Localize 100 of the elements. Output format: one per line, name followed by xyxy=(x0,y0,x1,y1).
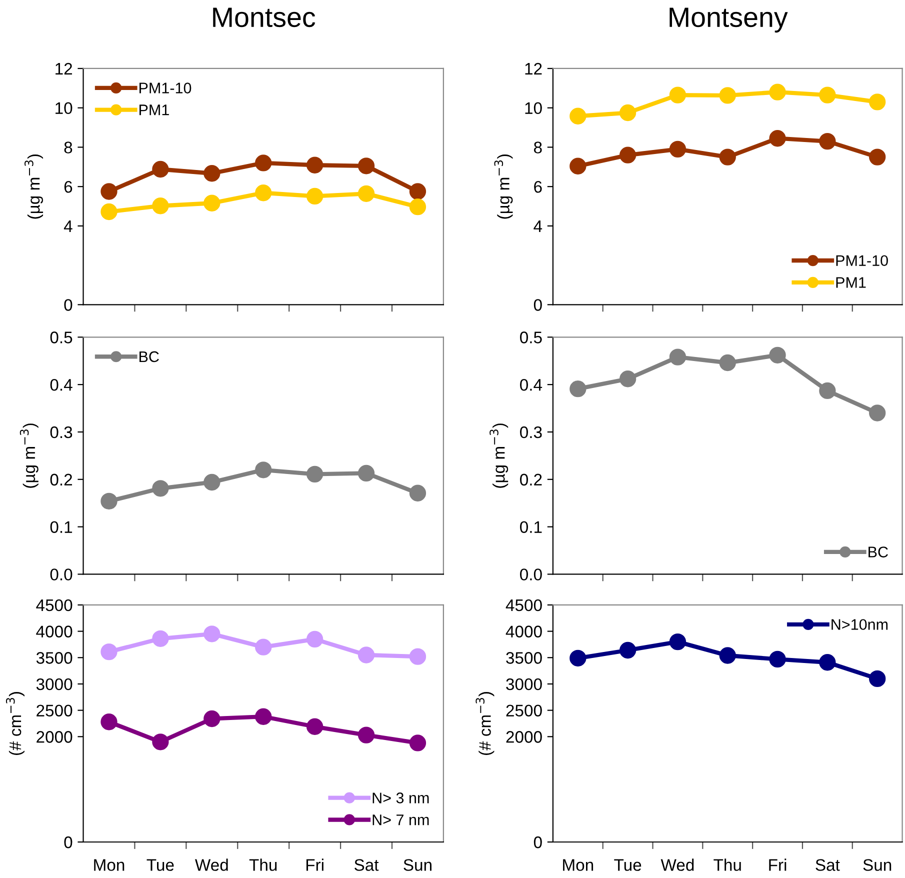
y-tick-label: 3000 xyxy=(506,678,542,690)
point xyxy=(255,638,272,656)
point xyxy=(719,87,736,104)
y-tick-label: 0 xyxy=(534,836,542,848)
point xyxy=(619,104,636,122)
y-tick-label: 3500 xyxy=(506,652,542,664)
x-tick-label: Sat xyxy=(354,859,379,871)
legend-label: BC xyxy=(868,546,888,558)
y-tick-label: 4500 xyxy=(36,599,72,612)
x-tick-label: Wed xyxy=(194,858,228,871)
legend-label: BC xyxy=(140,351,159,362)
y-tick-label: 4500 xyxy=(506,599,542,612)
y-tick-label: 10 xyxy=(56,102,72,114)
point xyxy=(409,183,426,200)
point xyxy=(570,108,586,124)
point xyxy=(570,158,586,174)
point xyxy=(869,94,886,110)
point xyxy=(358,726,375,744)
x-tick-label: Mon xyxy=(94,859,124,871)
point xyxy=(619,370,636,388)
y-tick-label: 2000 xyxy=(36,731,72,743)
chart-title: Montsec xyxy=(213,8,316,28)
point xyxy=(152,160,169,178)
point xyxy=(204,474,220,491)
y-tick-label: 2500 xyxy=(506,704,542,717)
point xyxy=(306,466,324,483)
x-tick-label: Tue xyxy=(146,859,174,871)
point xyxy=(358,185,375,202)
x-tick-label: Thu xyxy=(714,858,741,871)
y-tick-label: 0.1 xyxy=(50,521,72,534)
point xyxy=(619,146,636,164)
y-axis-title: (# cm$^{−3}$) xyxy=(6,692,24,756)
y-axis-title: (# cm$^{−3}$) xyxy=(476,692,494,756)
y-tick-label: 8 xyxy=(534,142,542,154)
y-tick-label: 0 xyxy=(534,299,542,311)
y-tick-label: 0.3 xyxy=(50,426,72,438)
y-axis-title: (µg m$^{−3}$) xyxy=(494,154,513,219)
y-tick-label: 4 xyxy=(534,220,542,232)
y-tick-label: 12 xyxy=(56,62,72,75)
y-tick-label: 6 xyxy=(64,180,72,193)
point xyxy=(409,648,426,665)
point xyxy=(409,198,426,216)
y-tick-label: 12 xyxy=(525,62,542,75)
point xyxy=(100,183,118,200)
point xyxy=(306,156,324,174)
y-tick-label: 0.0 xyxy=(520,568,542,580)
x-tick-label: Sun xyxy=(863,859,892,871)
point xyxy=(306,188,324,205)
point xyxy=(669,140,686,158)
legend-label: PM1 xyxy=(140,104,169,116)
point xyxy=(358,158,375,174)
legend-label: PM1-10 xyxy=(140,82,192,94)
point xyxy=(152,480,169,497)
point xyxy=(152,734,169,750)
point xyxy=(100,714,118,730)
point xyxy=(719,647,736,664)
point xyxy=(204,194,220,212)
y-tick-label: 0.3 xyxy=(520,426,542,438)
point xyxy=(570,650,586,666)
point xyxy=(669,86,686,104)
y-tick-label: 0.4 xyxy=(50,378,72,391)
point xyxy=(358,646,375,664)
y-axis-title: (µg m$^{−3}$) xyxy=(490,424,508,488)
y-axis-title: (µg m$^{−3}$) xyxy=(20,424,38,488)
y-tick-label: 2000 xyxy=(506,731,542,743)
point xyxy=(769,84,786,100)
chart-title: Montseny xyxy=(670,8,788,33)
y-tick-label: 0.5 xyxy=(520,332,542,344)
point xyxy=(719,354,736,372)
point xyxy=(619,642,636,659)
x-tick-label: Fri xyxy=(306,858,324,871)
y-tick-label: 8 xyxy=(64,142,72,154)
y-tick-label: 0.1 xyxy=(520,521,542,534)
point xyxy=(769,650,786,668)
point xyxy=(819,86,836,104)
point xyxy=(869,148,886,166)
y-tick-label: 0 xyxy=(64,836,72,848)
point xyxy=(152,198,169,214)
x-tick-label: Thu xyxy=(249,858,277,871)
point xyxy=(819,654,836,671)
point xyxy=(255,184,272,202)
y-axis-title: (µg m$^{−3}$) xyxy=(24,154,44,219)
y-tick-label: 4 xyxy=(64,220,72,232)
legend-label: N> 7 nm xyxy=(372,814,429,826)
point xyxy=(669,348,686,366)
y-tick-label: 0.2 xyxy=(520,474,542,486)
point xyxy=(869,670,886,688)
legend-label: N> 3 nm xyxy=(372,792,429,804)
point xyxy=(819,132,836,150)
point xyxy=(204,165,220,182)
x-tick-label: Fri xyxy=(769,858,786,871)
point xyxy=(409,734,426,752)
y-tick-label: 0.5 xyxy=(50,332,72,344)
x-tick-label: Wed xyxy=(660,858,694,871)
point xyxy=(769,346,786,364)
point xyxy=(255,708,272,725)
legend-label: PM1-10 xyxy=(836,255,888,266)
y-tick-label: 2500 xyxy=(36,704,72,717)
y-tick-label: 6 xyxy=(534,180,542,193)
legend-label: PM1 xyxy=(836,277,866,288)
